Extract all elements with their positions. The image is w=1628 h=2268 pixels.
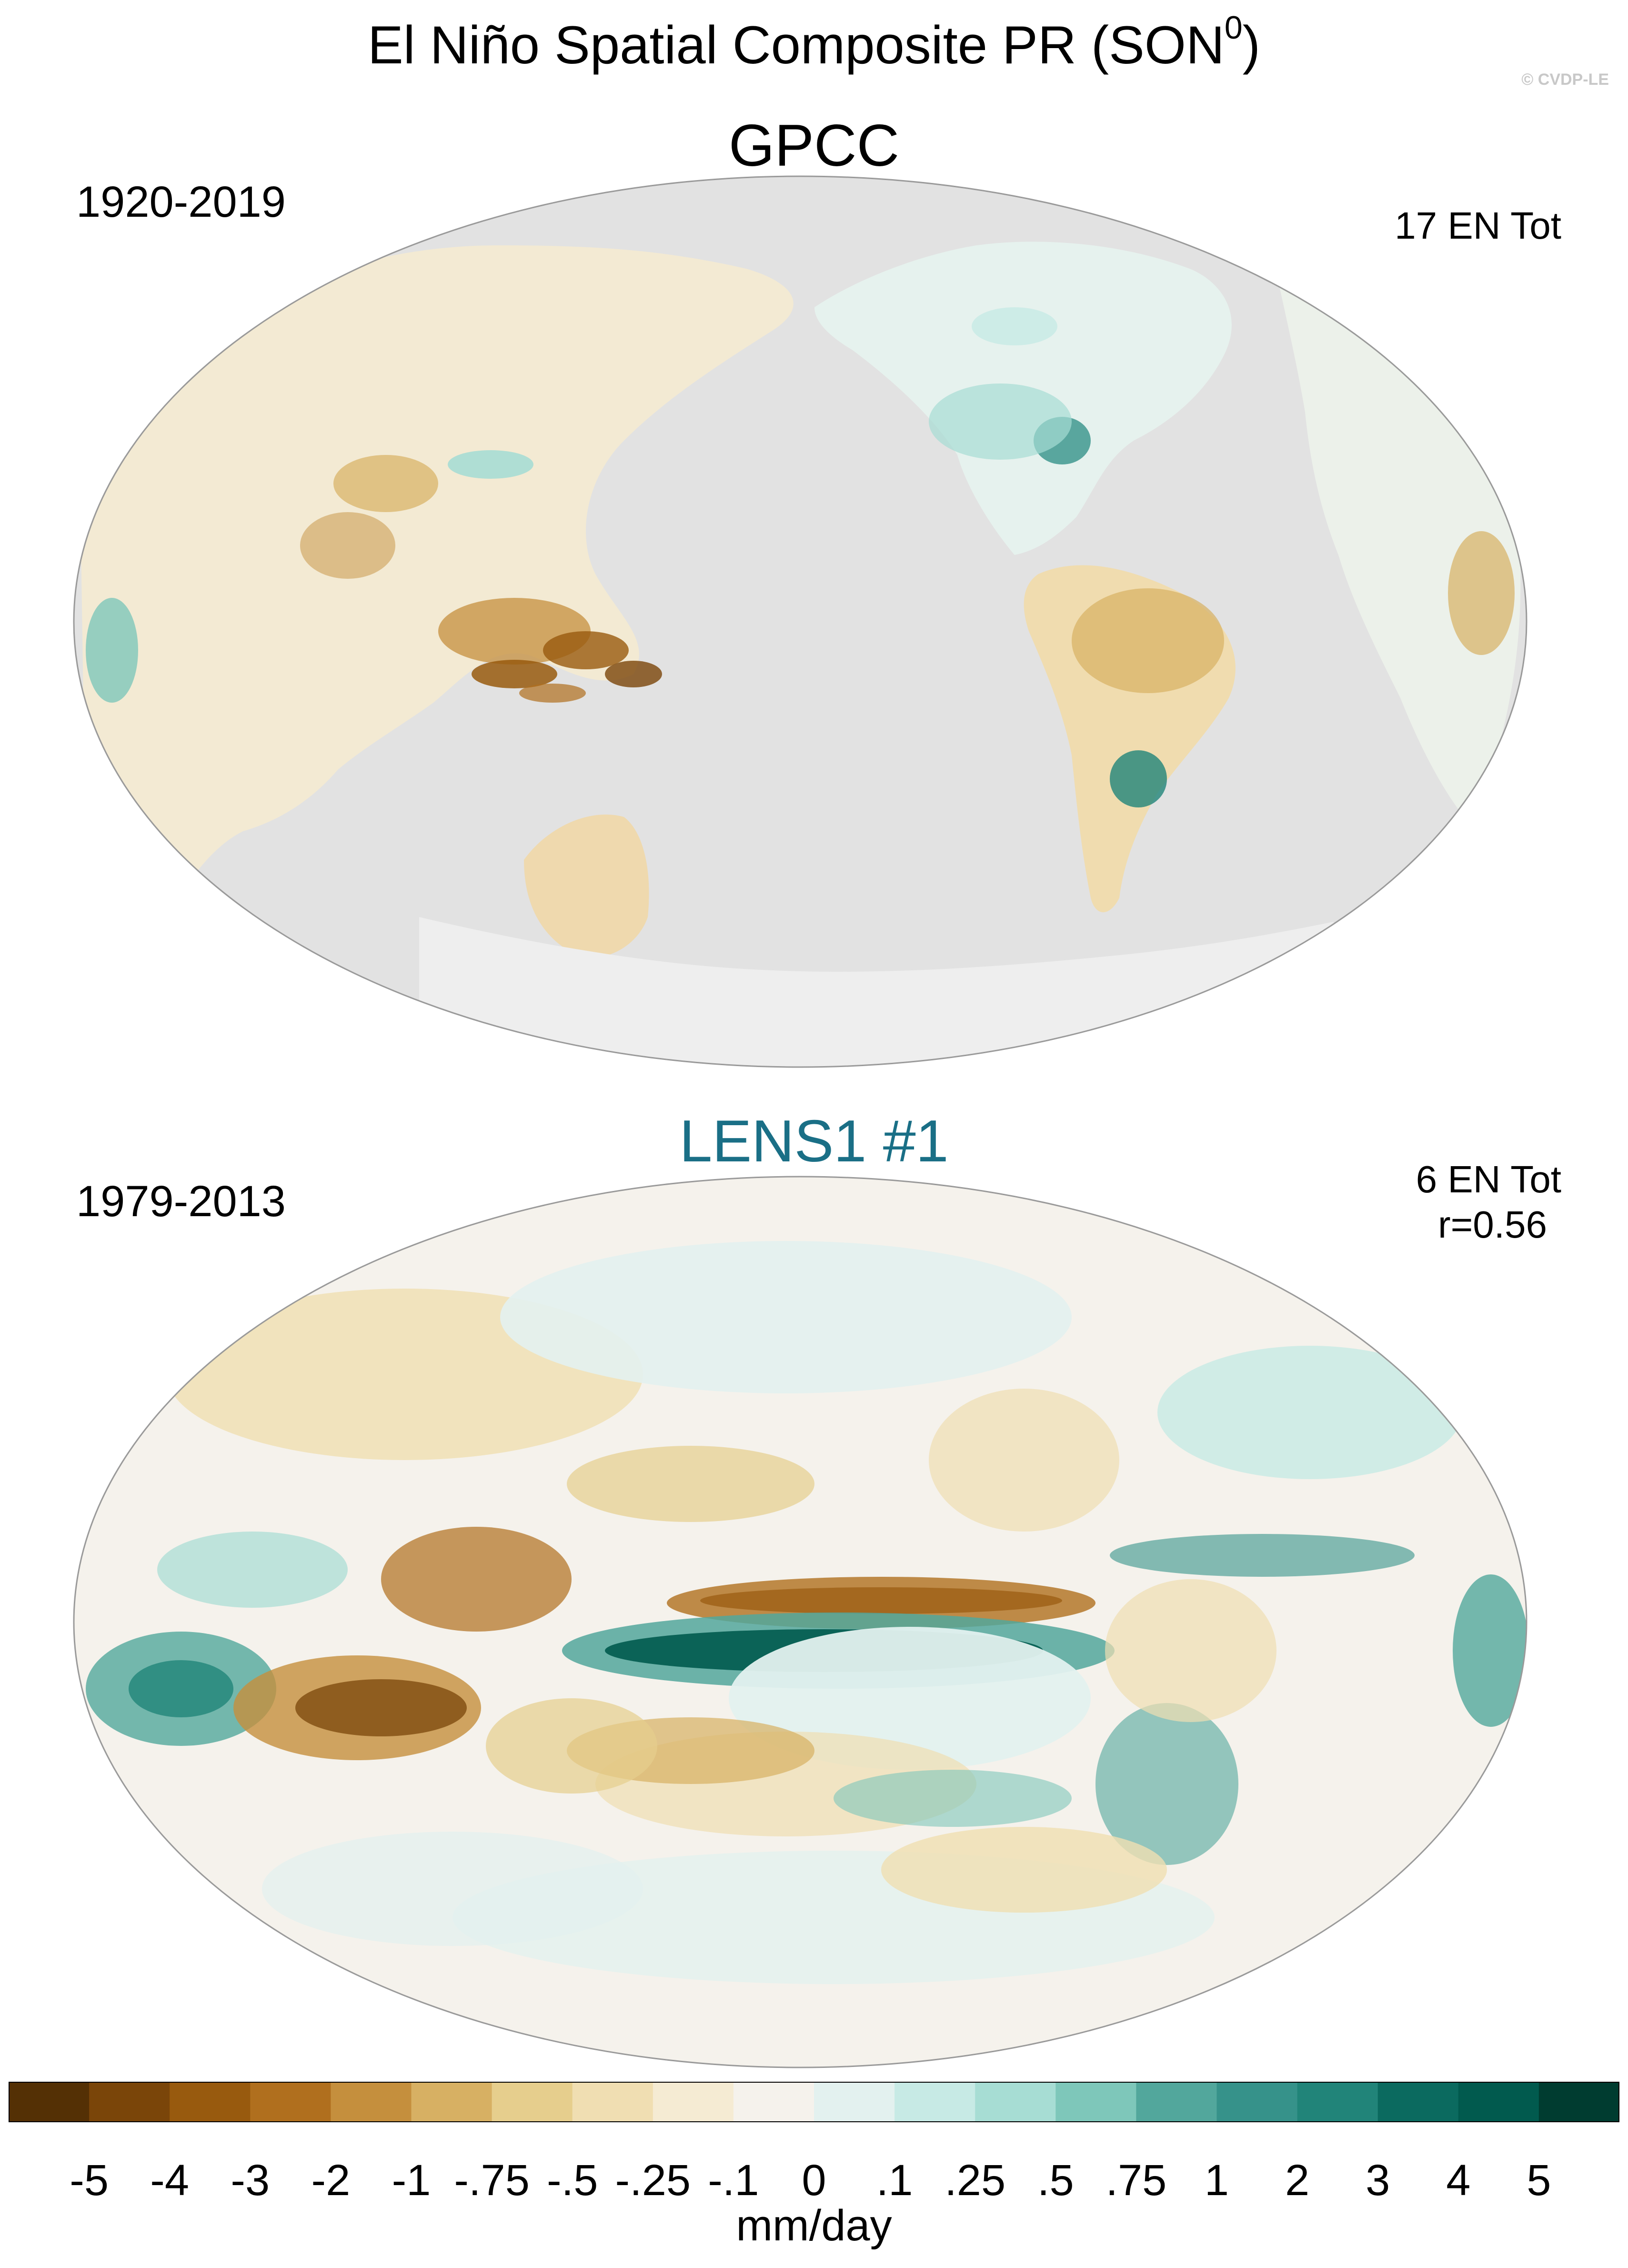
panel1-event-count: 17 EN Tot [1395,204,1561,247]
colorbar-units: mm/day [736,2201,892,2250]
colorbar-swatch [170,2082,251,2122]
colorbar-tick-label: 1 [1204,2156,1229,2205]
colorbar-tick-label: 5 [1527,2156,1551,2205]
colorbar-tick-label: -.75 [454,2156,530,2205]
panel2-map [73,1176,1528,2068]
colorbar-swatch [814,2082,895,2122]
colorbar-tick-label: .1 [876,2156,913,2205]
colorbar-swatch [1136,2082,1217,2122]
colorbar-tick-label: -4 [150,2156,190,2205]
colorbar-tick-label: -1 [392,2156,431,2205]
colorbar-tick-label: 4 [1446,2156,1471,2205]
colorbar-swatch [1297,2082,1378,2122]
panel2-map-border [73,1176,1528,2068]
colorbar-tick-label: 2 [1285,2156,1310,2205]
panel2-title: LENS1 #1 [679,1109,949,1174]
colorbar-swatch [1377,2082,1459,2122]
colorbar-tick-label: .25 [945,2156,1006,2205]
colorbar-tick-label: -.25 [615,2156,691,2205]
colorbar-swatch [1458,2082,1539,2122]
colorbar-swatch [1216,2082,1298,2122]
title-superscript: 0 [1224,10,1243,46]
colorbar-tick-label: -.5 [547,2156,598,2205]
colorbar-swatch [975,2082,1056,2122]
watermark: © CVDP-LE [1521,71,1609,89]
colorbar-tick-label: .75 [1105,2156,1167,2205]
colorbar-swatch [89,2082,170,2122]
title-text: El Niño Spatial Composite PR (SON [367,15,1225,75]
panel2-period: 1979-2013 [76,1177,286,1226]
panel1-map-border [73,175,1528,1068]
colorbar-tick-label: -5 [70,2156,109,2205]
colorbar-swatch [331,2082,412,2122]
panel1-map [73,175,1528,1068]
colorbar-swatch [1055,2082,1136,2122]
colorbar-swatch [894,2082,975,2122]
colorbar-tick-label: .5 [1037,2156,1074,2205]
colorbar-tick-label: -2 [311,2156,351,2205]
title-suffix: ) [1242,15,1260,75]
colorbar-swatch [653,2082,734,2122]
colorbar-swatch [1538,2082,1619,2122]
panel1-title: GPCC [728,113,900,179]
colorbar-frame [9,2082,1619,2122]
panel2-anomalies [86,1241,1527,1984]
colorbar-tick-label: -3 [231,2156,270,2205]
colorbar [9,2082,1619,2122]
colorbar-tick-label: -.1 [708,2156,759,2205]
figure-title: El Niño Spatial Composite PR (SON0) [0,11,1628,76]
panel2-pattern-correlation: r=0.56 [1437,1203,1547,1246]
colorbar-swatch [572,2082,653,2122]
panel1-period: 1920-2019 [76,178,286,226]
colorbar-tick-label: 0 [802,2156,826,2205]
colorbar-swatch [492,2082,573,2122]
panel1-anomalies [86,307,1515,807]
colorbar-swatch [250,2082,331,2122]
colorbar-swatch [9,2082,90,2122]
colorbar-swatch [733,2082,814,2122]
colorbar-tick-label: 3 [1366,2156,1390,2205]
colorbar-swatch [411,2082,492,2122]
panel2-event-count: 6 EN Tot [1416,1158,1561,1200]
